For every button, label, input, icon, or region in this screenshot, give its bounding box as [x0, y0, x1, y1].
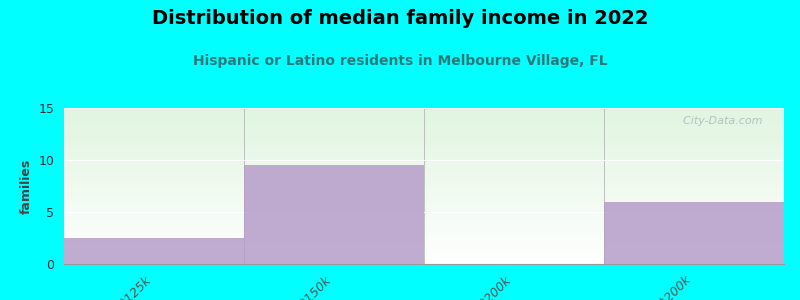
Text: Hispanic or Latino residents in Melbourne Village, FL: Hispanic or Latino residents in Melbourn… — [193, 54, 607, 68]
Bar — [64, 238, 244, 264]
Bar — [604, 202, 784, 264]
Bar — [244, 165, 424, 264]
Text: City-Data.com: City-Data.com — [676, 116, 762, 126]
Y-axis label: families: families — [20, 158, 33, 214]
Text: Distribution of median family income in 2022: Distribution of median family income in … — [152, 9, 648, 28]
